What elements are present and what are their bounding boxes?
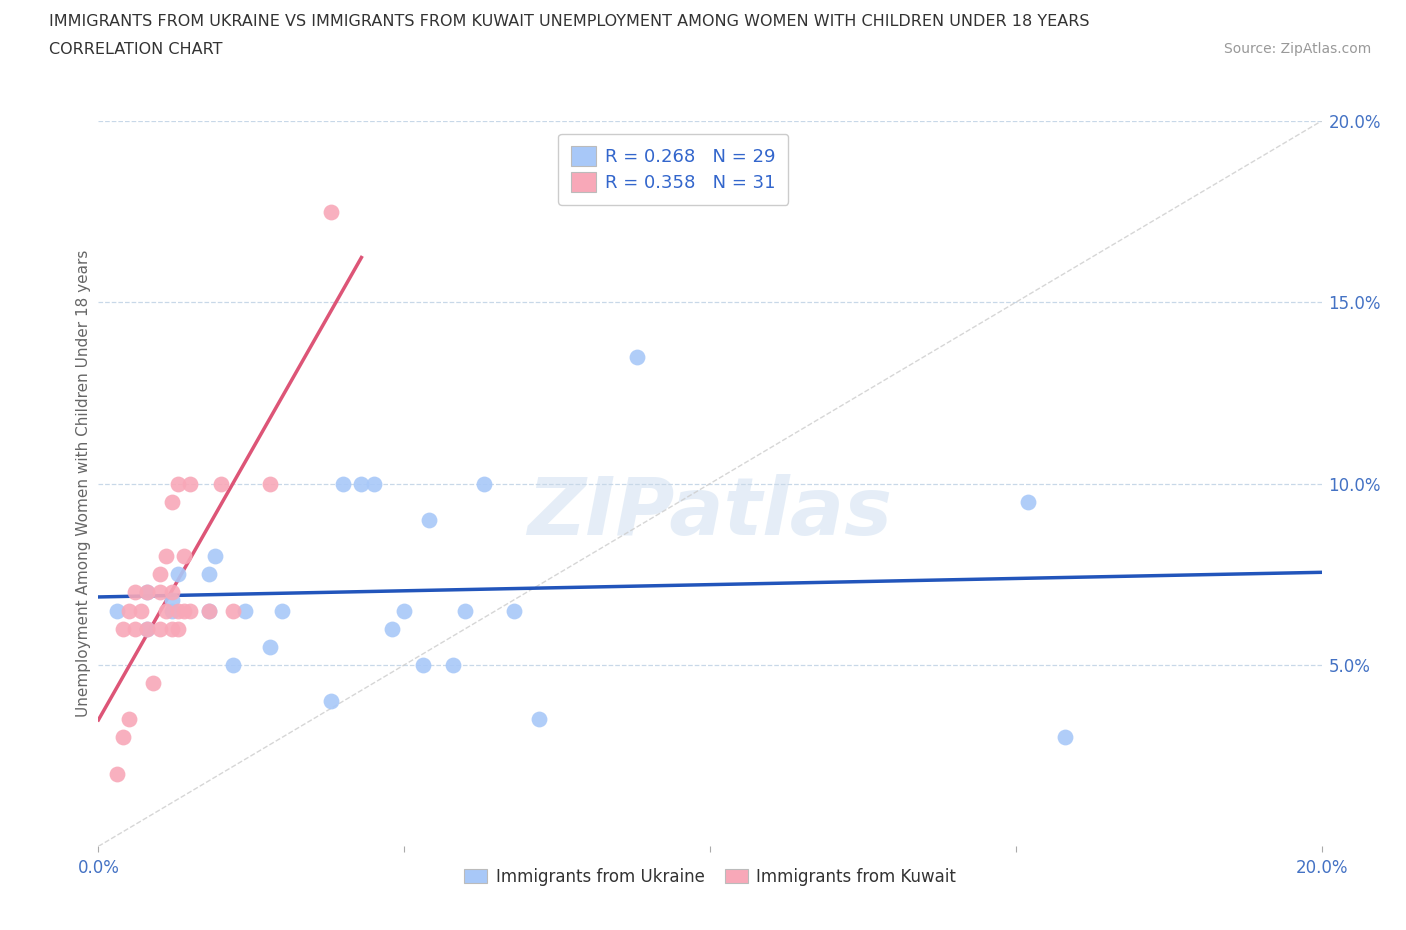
Point [160, 592, 183, 607]
Point [319, 205, 342, 219]
Point [105, 604, 128, 618]
Point [167, 476, 190, 491]
Point [173, 549, 195, 564]
Point [149, 567, 172, 582]
Point [179, 604, 201, 618]
Point [136, 585, 159, 600]
Text: ZIPatlas: ZIPatlas [527, 473, 893, 551]
Point [155, 604, 177, 618]
Point [233, 604, 256, 618]
Point [160, 604, 183, 618]
Point [363, 476, 385, 491]
Point [124, 585, 146, 600]
Point [136, 585, 159, 600]
Point [259, 476, 281, 491]
Point [136, 621, 159, 636]
Point [167, 604, 190, 618]
Point [167, 567, 190, 582]
Point [118, 604, 141, 618]
Point [197, 604, 219, 618]
Point [118, 712, 141, 727]
Point [149, 621, 172, 636]
Point [332, 476, 354, 491]
Point [454, 604, 477, 618]
Point [124, 621, 146, 636]
Point [105, 766, 128, 781]
Y-axis label: Unemployment Among Women with Children Under 18 years: Unemployment Among Women with Children U… [76, 250, 91, 717]
Point [259, 640, 281, 655]
Point [1017, 495, 1039, 510]
Point [155, 549, 177, 564]
Point [412, 658, 434, 672]
Legend: Immigrants from Ukraine, Immigrants from Kuwait: Immigrants from Ukraine, Immigrants from… [457, 861, 963, 893]
Point [527, 712, 550, 727]
Point [142, 675, 165, 690]
Text: Source: ZipAtlas.com: Source: ZipAtlas.com [1223, 42, 1371, 56]
Point [179, 476, 201, 491]
Point [441, 658, 464, 672]
Point [222, 658, 245, 672]
Point [319, 694, 342, 709]
Point [111, 730, 134, 745]
Point [197, 567, 219, 582]
Text: CORRELATION CHART: CORRELATION CHART [49, 42, 222, 57]
Point [392, 604, 416, 618]
Point [222, 604, 245, 618]
Point [129, 604, 152, 618]
Point [418, 512, 440, 527]
Point [111, 621, 134, 636]
Point [167, 621, 190, 636]
Point [173, 604, 195, 618]
Point [209, 476, 232, 491]
Point [160, 495, 183, 510]
Point [350, 476, 373, 491]
Point [270, 604, 292, 618]
Point [136, 621, 159, 636]
Point [503, 604, 526, 618]
Point [472, 476, 495, 491]
Point [160, 621, 183, 636]
Point [149, 585, 172, 600]
Text: IMMIGRANTS FROM UKRAINE VS IMMIGRANTS FROM KUWAIT UNEMPLOYMENT AMONG WOMEN WITH : IMMIGRANTS FROM UKRAINE VS IMMIGRANTS FR… [49, 14, 1090, 29]
Point [626, 350, 648, 365]
Point [197, 604, 219, 618]
Point [204, 549, 226, 564]
Point [1053, 730, 1076, 745]
Point [381, 621, 404, 636]
Point [160, 585, 183, 600]
